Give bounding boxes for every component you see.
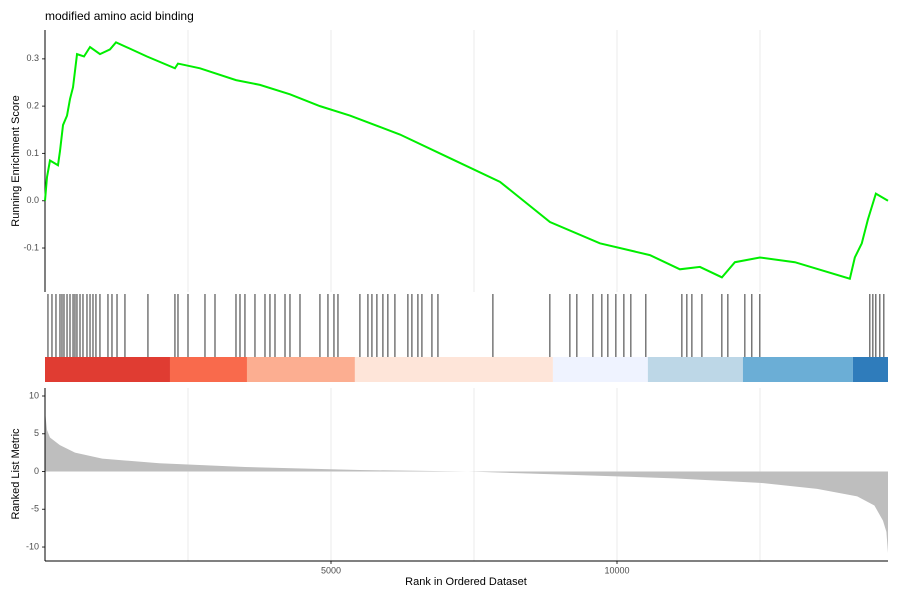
rank-band [354,357,553,382]
y-tick-label: -0.1 [23,242,39,252]
rank-band [169,357,247,382]
y-tick-label: 10 [29,390,39,400]
es-line [44,41,889,281]
y-tick-label: -10 [26,541,39,551]
rank-band [852,357,888,382]
y-tick-label: 0.3 [26,53,39,63]
y-axis-label: Running Enrichment Score [10,95,22,226]
y-tick-label: -5 [31,504,39,514]
y-tick-label: 0.2 [26,101,39,111]
rank-band [742,357,853,382]
x-tick-label: 10000 [604,565,629,575]
rank-band [552,357,648,382]
y-tick-label: 0 [34,466,39,476]
metric-area [45,411,888,554]
chart-title: modified amino acid binding [45,9,194,23]
rank-band [45,357,170,382]
y-tick-label: 0.0 [26,195,39,205]
rank-band [647,357,743,382]
y-tick-label: 5 [34,428,39,438]
rank-band [246,357,355,382]
y-axis-label: Ranked List Metric [10,428,22,520]
y-tick-label: 0.1 [26,148,39,158]
x-axis-label: Rank in Ordered Dataset [405,576,527,588]
x-tick-label: 5000 [321,565,341,575]
